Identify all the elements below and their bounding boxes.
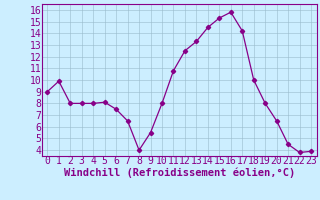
X-axis label: Windchill (Refroidissement éolien,°C): Windchill (Refroidissement éolien,°C): [64, 167, 295, 178]
